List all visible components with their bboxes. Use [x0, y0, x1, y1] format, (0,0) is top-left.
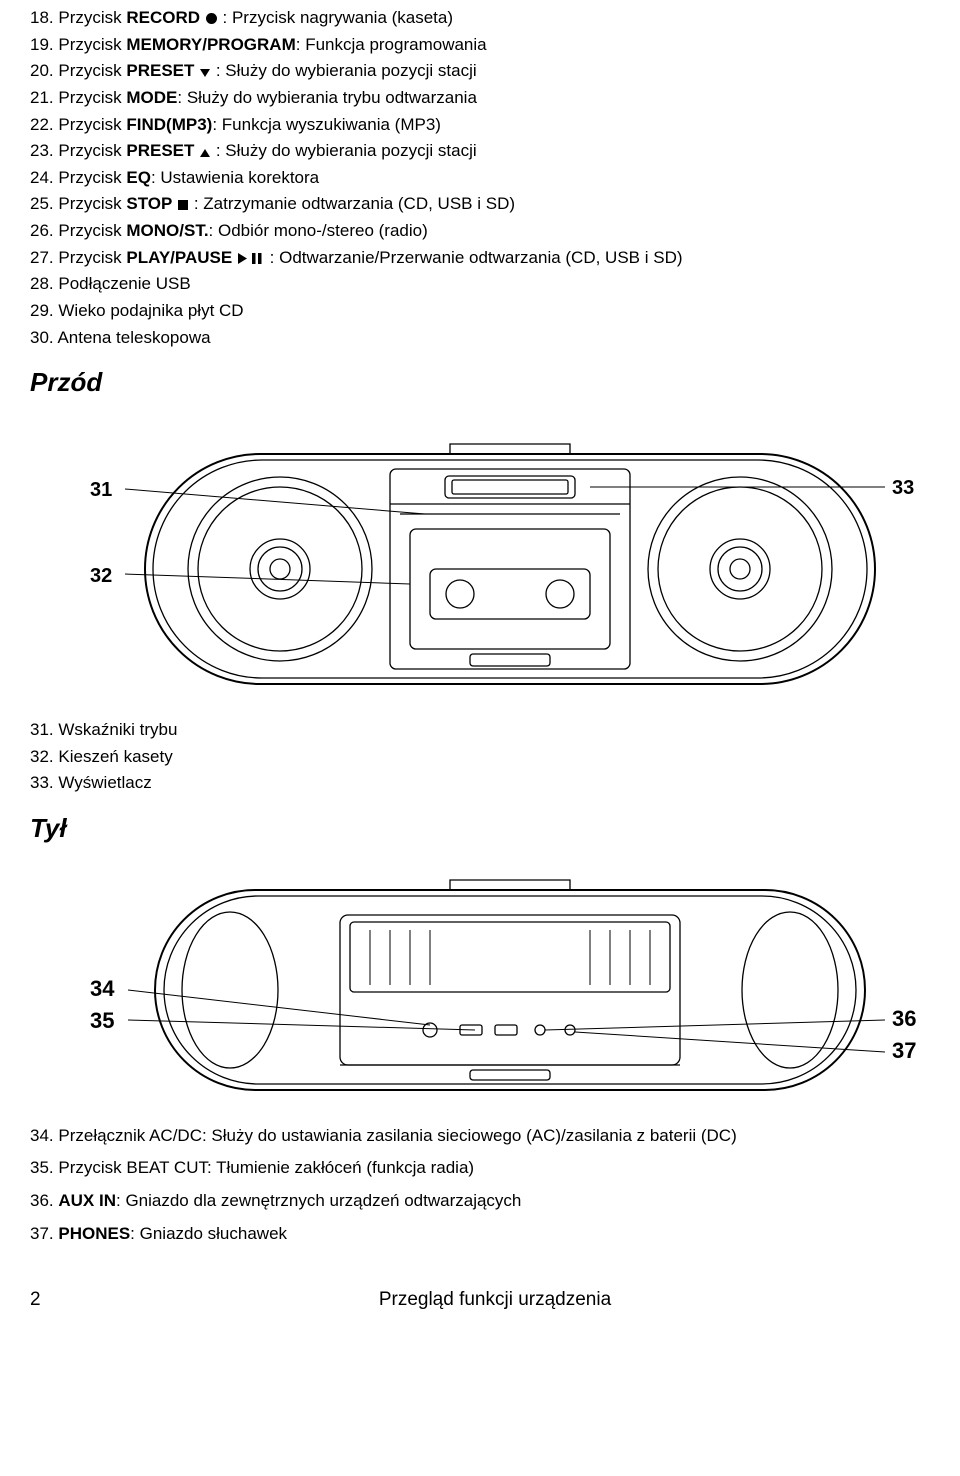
item-35: 35. Przycisk BEAT CUT: Tłumienie zakłóce… — [30, 1156, 930, 1181]
item-37: 37. PHONES: Gniazdo słuchawek — [30, 1222, 930, 1247]
item-26: 26. Przycisk MONO/ST.: Odbiór mono-/ster… — [30, 219, 930, 244]
item-18: 18. Przycisk RECORD : Przycisk nagrywani… — [30, 6, 930, 31]
callout-37: 37 — [892, 1038, 916, 1063]
item-27: 27. Przycisk PLAY/PAUSE : Odtwarzanie/Pr… — [30, 246, 930, 271]
item-29: 29. Wieko podajnika płyt CD — [30, 299, 930, 324]
heading-back: Tył — [30, 810, 930, 848]
preset-up-icon — [199, 148, 211, 158]
heading-front: Przód — [30, 364, 930, 402]
callout-32: 32 — [90, 565, 112, 587]
footer-title: Przegląd funkcji urządzenia — [60, 1286, 930, 1314]
item-24: 24. Przycisk EQ: Ustawienia korektora — [30, 166, 930, 191]
front-diagram: 31 32 33 — [30, 414, 930, 704]
page-footer: 2 Przegląd funkcji urządzenia — [30, 1286, 930, 1314]
item-23: 23. Przycisk PRESET : Służy do wybierani… — [30, 139, 930, 164]
item-32: 32. Kieszeń kasety — [30, 745, 930, 770]
item-22: 22. Przycisk FIND(MP3): Funkcja wyszukiw… — [30, 113, 930, 138]
item-28: 28. Podłączenie USB — [30, 272, 930, 297]
stop-icon — [177, 199, 189, 211]
page-number: 2 — [30, 1286, 60, 1314]
item-30: 30. Antena teleskopowa — [30, 326, 930, 351]
item-33: 33. Wyświetlacz — [30, 771, 930, 796]
front-list: 31. Wskaźniki trybu 32. Kieszeń kasety 3… — [30, 718, 930, 796]
button-list-main: 18. Przycisk RECORD : Przycisk nagrywani… — [30, 6, 930, 350]
item-31: 31. Wskaźniki trybu — [30, 718, 930, 743]
callout-36: 36 — [892, 1006, 916, 1031]
callout-34: 34 — [90, 976, 115, 1001]
item-21: 21. Przycisk MODE: Służy do wybierania t… — [30, 86, 930, 111]
callout-33: 33 — [892, 477, 914, 499]
item-34: 34. Przełącznik AC/DC: Służy do ustawian… — [30, 1124, 930, 1149]
callout-35: 35 — [90, 1008, 114, 1033]
item-36: 36. AUX IN: Gniazdo dla zewnętrznych urz… — [30, 1189, 930, 1214]
back-diagram: 34 35 36 37 — [30, 860, 930, 1110]
item-25: 25. Przycisk STOP : Zatrzymanie odtwarza… — [30, 192, 930, 217]
play-pause-icon — [237, 252, 265, 265]
record-icon — [205, 12, 218, 25]
callout-31: 31 — [90, 479, 112, 501]
item-19: 19. Przycisk MEMORY/PROGRAM: Funkcja pro… — [30, 33, 930, 58]
item-20: 20. Przycisk PRESET : Służy do wybierani… — [30, 59, 930, 84]
preset-down-icon — [199, 68, 211, 78]
back-list: 34. Przełącznik AC/DC: Służy do ustawian… — [30, 1124, 930, 1247]
